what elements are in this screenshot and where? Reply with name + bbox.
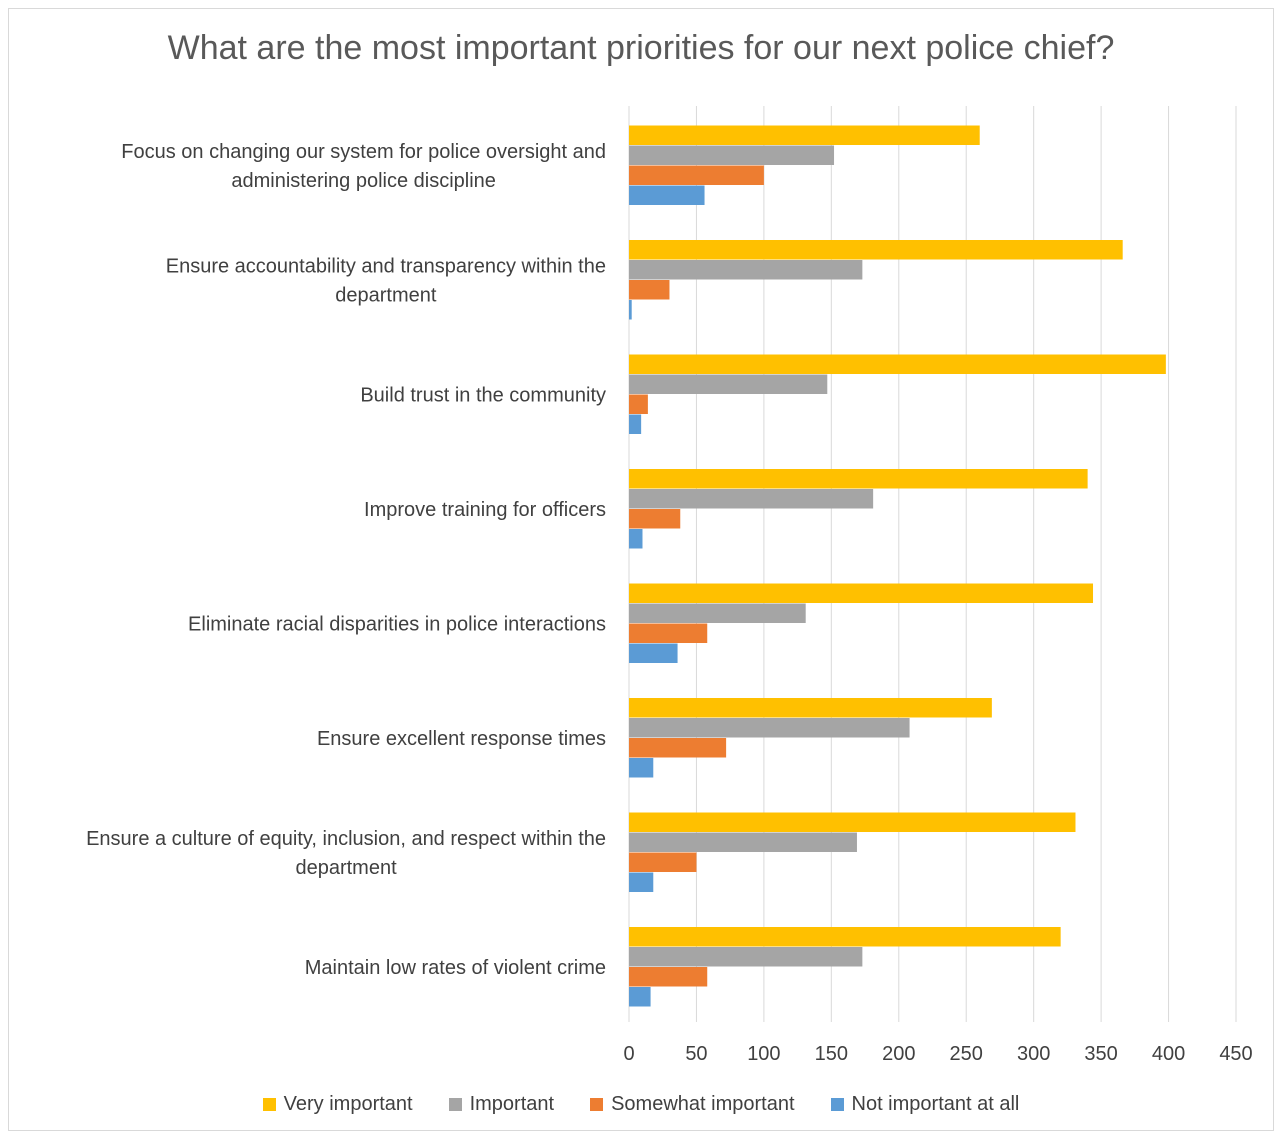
bar-not-important-at-all [629,758,654,778]
category-label: department [335,285,437,307]
bar-important [629,718,910,738]
legend-swatch [262,1098,276,1111]
legend-label: Somewhat important [611,1093,795,1115]
bar-important [629,832,857,852]
legend-swatch [830,1098,844,1111]
legend-item: Very important [262,1093,413,1116]
bar-important [629,374,828,394]
legend-label: Not important at all [851,1093,1020,1115]
bar-important [629,489,874,509]
x-tick-label: 200 [882,1043,915,1065]
x-tick-label: 450 [1219,1043,1252,1065]
bar-not-important-at-all [629,529,643,549]
chart-title: What are the most important priorities f… [167,29,1115,67]
x-tick-label: 50 [685,1043,707,1065]
bar-important [629,145,835,165]
bar-important [629,603,806,623]
x-tick-label: 0 [623,1043,634,1065]
legend-item: Not important at all [830,1093,1020,1116]
bar-not-important-at-all [629,300,632,320]
category-label: Ensure excellent response times [317,728,606,750]
x-tick-label: 300 [1017,1043,1050,1065]
category-label: Improve training for officers [364,499,606,521]
category-label: Maintain low rates of violent crime [305,957,606,979]
bar-not-important-at-all [629,987,651,1007]
bar-very-important [629,240,1123,260]
legend: Very important Important Somewhat importan… [0,1093,1282,1116]
x-tick-label: 100 [747,1043,780,1065]
category-label: Focus on changing our system for police … [121,141,606,163]
bar-somewhat-important [629,165,764,185]
category-label: Eliminate racial disparities in police i… [188,614,606,636]
bar-very-important [629,927,1061,947]
bar-very-important [629,812,1076,832]
category-label: department [295,857,397,879]
bar-not-important-at-all [629,414,642,434]
bar-somewhat-important [629,394,648,414]
bar-not-important-at-all [629,185,705,205]
category-label: Ensure a culture of equity, inclusion, a… [86,828,606,850]
x-tick-label: 400 [1152,1043,1185,1065]
x-tick-label: 350 [1084,1043,1117,1065]
bar-somewhat-important [629,280,670,300]
bar-very-important [629,698,992,718]
bar-not-important-at-all [629,643,678,663]
x-tick-label: 150 [815,1043,848,1065]
bar-somewhat-important [629,623,708,643]
legend-swatch [590,1098,604,1111]
bar-somewhat-important [629,509,681,529]
legend-item: Somewhat important [590,1093,795,1116]
bar-somewhat-important [629,967,708,987]
bar-not-important-at-all [629,872,654,892]
legend-label: Important [469,1093,555,1115]
legend-label: Very important [283,1093,413,1115]
category-label: Build trust in the community [360,385,606,407]
legend-swatch [448,1098,462,1111]
bar-important [629,260,863,280]
category-label: Ensure accountability and transparency w… [166,256,606,278]
bar-very-important [629,583,1094,603]
bar-important [629,947,863,967]
bar-somewhat-important [629,852,697,872]
legend-item: Important [448,1093,555,1116]
bar-very-important [629,469,1088,489]
x-tick-label: 250 [950,1043,983,1065]
bar-very-important [629,125,980,145]
bar-somewhat-important [629,738,727,758]
category-label: administering police discipline [231,170,496,192]
bar-very-important [629,354,1166,374]
